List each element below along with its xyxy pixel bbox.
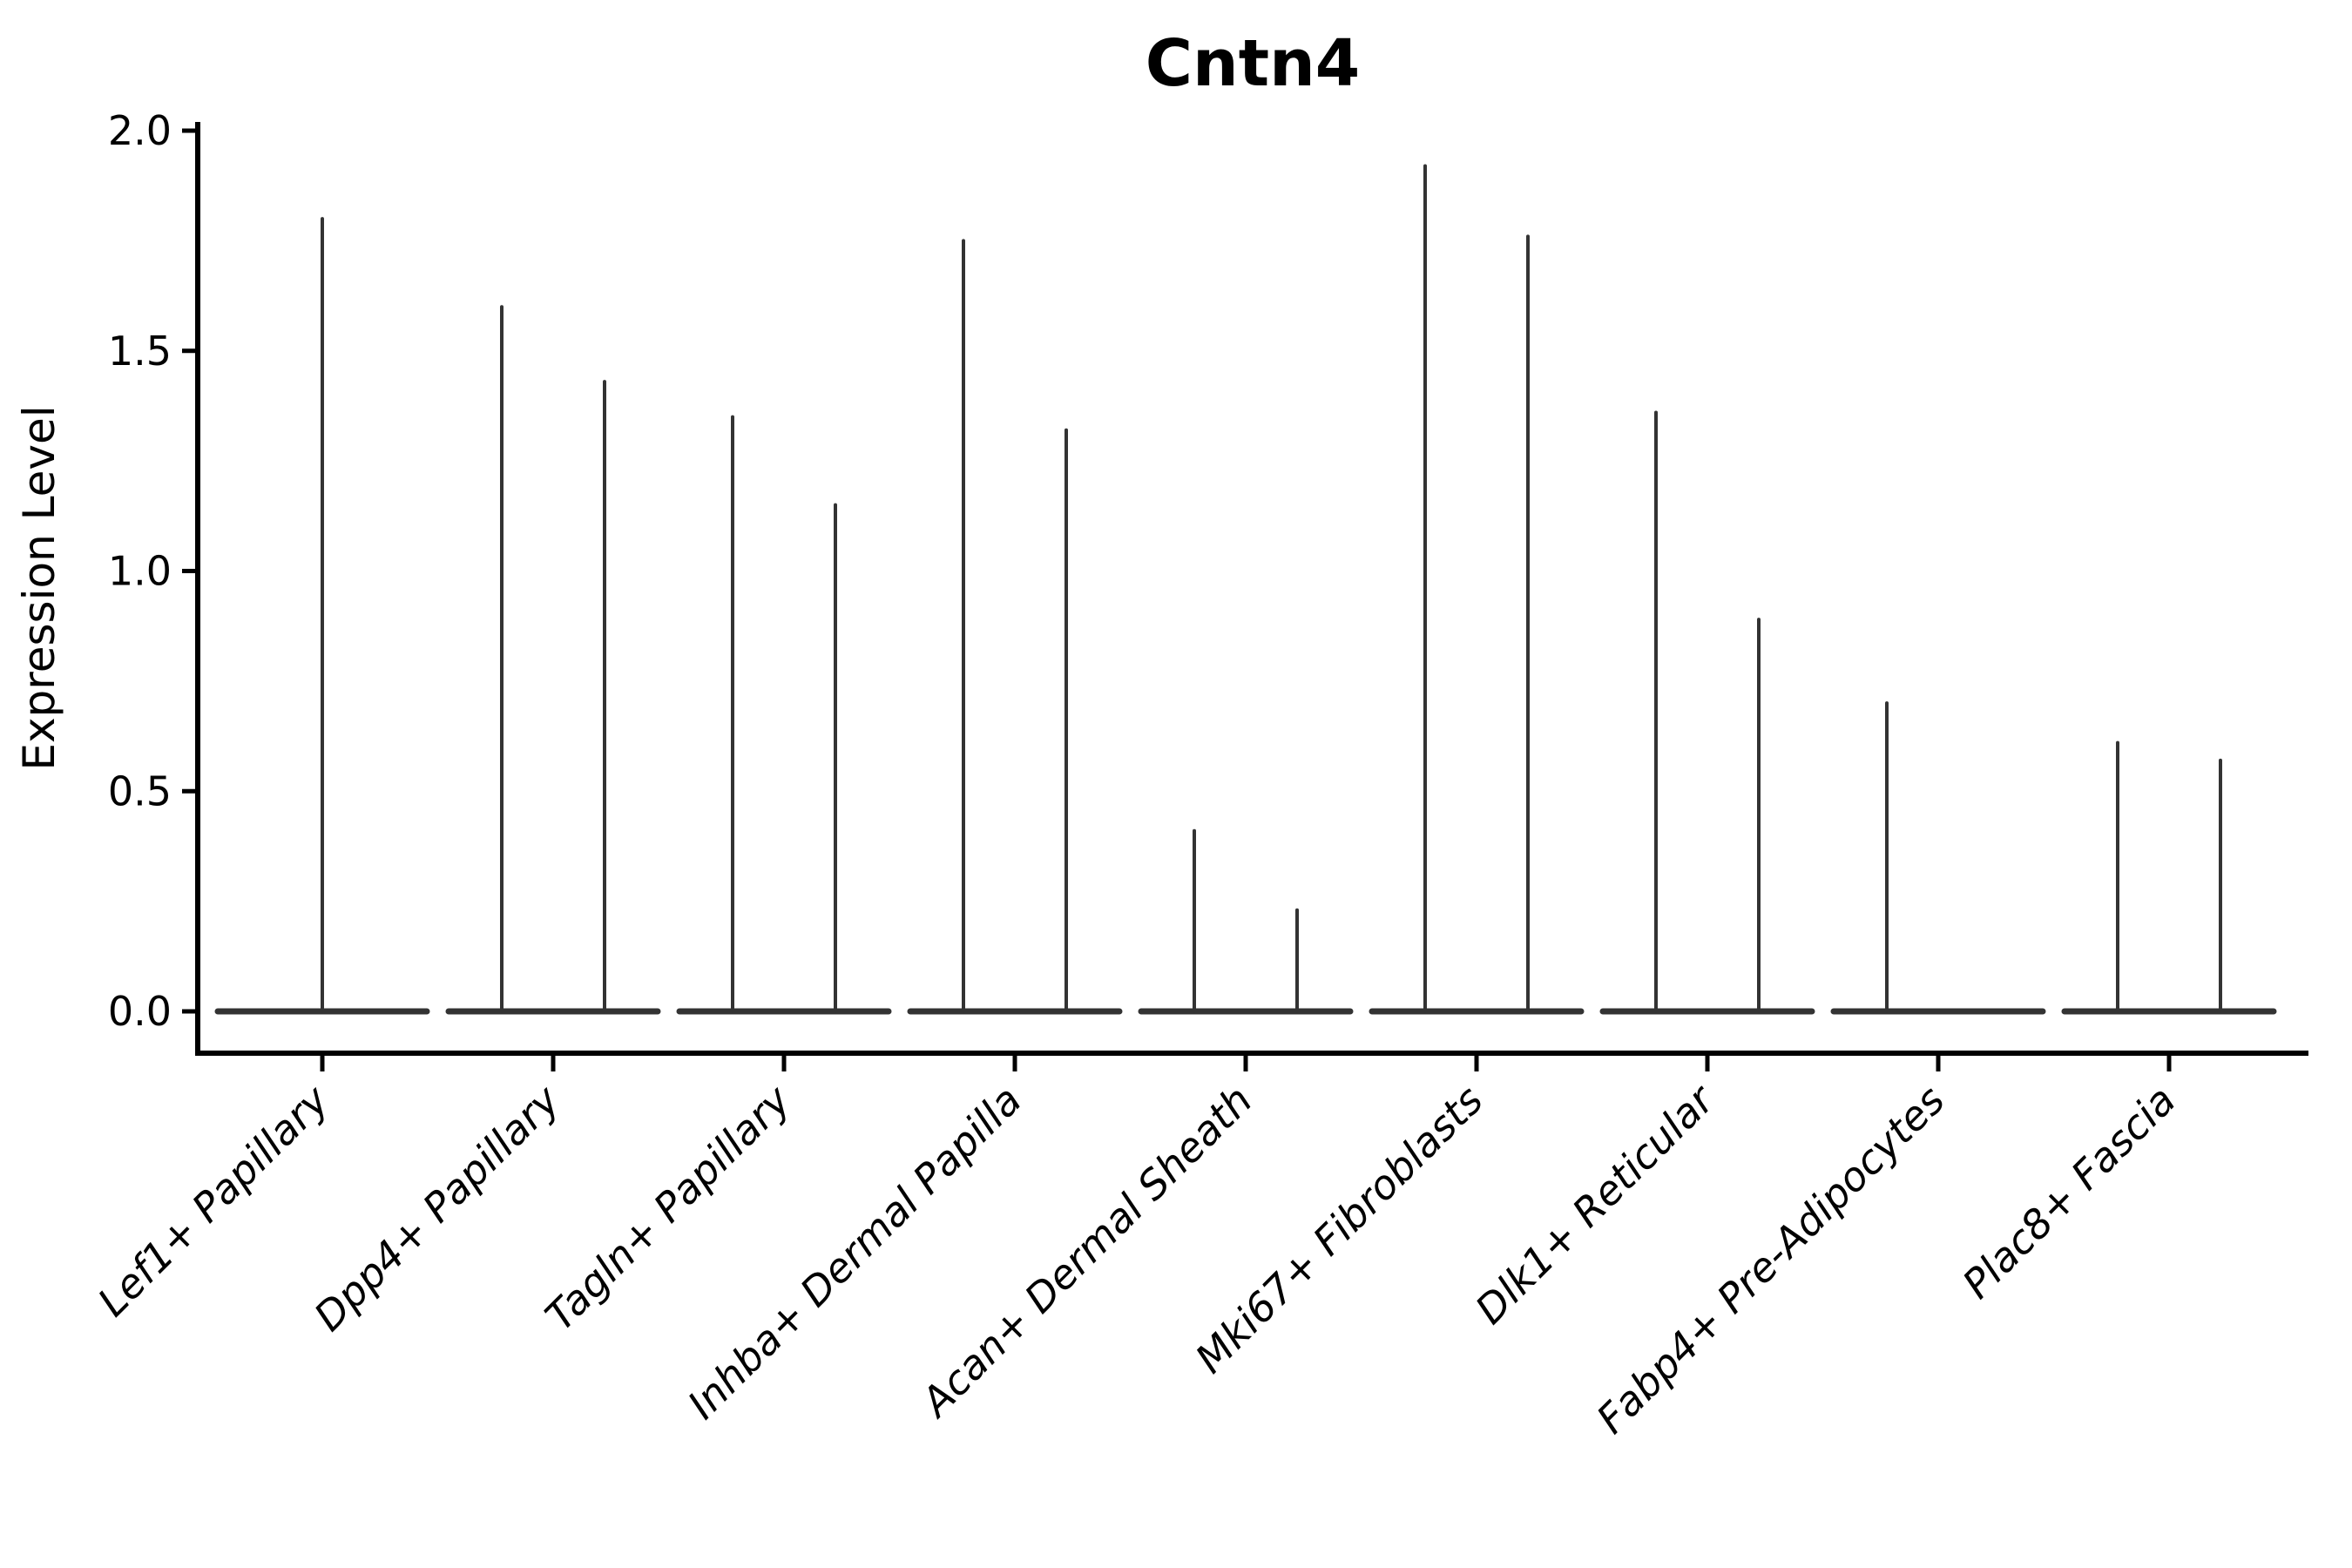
y-tick-label: 1.5: [108, 328, 172, 375]
chart-title: Cntn4: [1146, 26, 1361, 101]
x-tick-label: Dpp4+ Papillary: [305, 1076, 569, 1340]
violins-group: [214, 164, 2277, 1015]
violin-category: [214, 217, 430, 1015]
x-tick-label: Plac8+ Fascia: [1953, 1077, 2184, 1308]
y-axis-label: Expression Level: [14, 405, 64, 770]
violin-category: [1599, 410, 1815, 1015]
y-tick-label: 1.0: [108, 548, 172, 595]
x-tick-label: Tagln+ Papillary: [536, 1076, 800, 1340]
axes-spines-group: [195, 122, 2308, 1056]
violin-category: [1830, 701, 2046, 1015]
y-tick-label: 0.5: [108, 767, 172, 814]
violin-category: [907, 239, 1123, 1015]
violin-category: [445, 305, 661, 1015]
y-tick-label: 2.0: [108, 107, 172, 154]
x-tick-label: Lef1+ Papillary: [89, 1076, 338, 1325]
y-tick-label: 0.0: [108, 988, 172, 1035]
y-ticks-group: 0.0 0.5 1.0 1.5 2.0: [108, 107, 198, 1035]
violin-category: [2061, 740, 2277, 1015]
x-tick-label: Dlk1+ Reticular: [1466, 1074, 1725, 1333]
violin-category: [676, 415, 892, 1015]
violin-category: [1369, 164, 1585, 1015]
violin-category: [1138, 828, 1354, 1015]
